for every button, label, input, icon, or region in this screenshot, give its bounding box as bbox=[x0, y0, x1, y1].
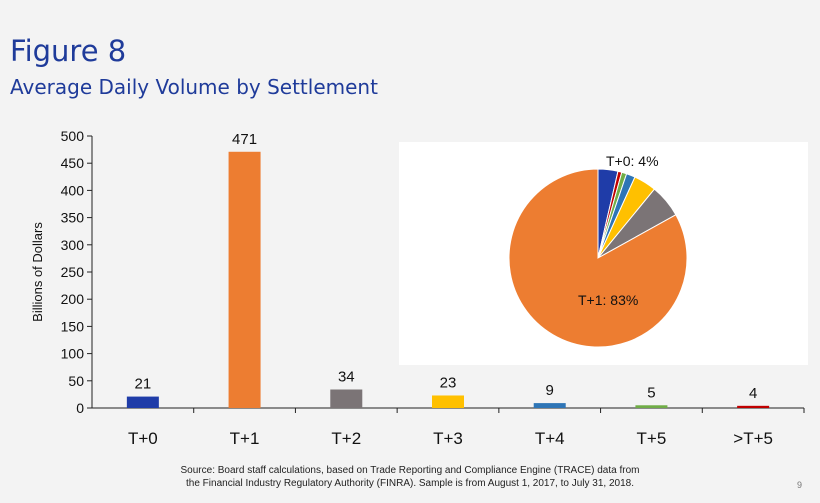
pie-label-t-plus-0: T+0: 4% bbox=[606, 153, 659, 169]
data-label-t-plus-3: 23 bbox=[440, 374, 457, 391]
page-number: 9 bbox=[796, 480, 802, 490]
data-label-t-plus-4: 9 bbox=[546, 382, 554, 399]
source-line-2: the Financial Industry Regulatory Author… bbox=[186, 478, 634, 489]
y-tick-label: 450 bbox=[61, 155, 85, 171]
bars: 21 471 34 23 9 5 4 bbox=[126, 131, 770, 408]
bar-t-plus-1 bbox=[228, 151, 261, 408]
figure-title: Figure 8 bbox=[10, 34, 127, 68]
y-axis: 0 50 100 150 200 250 300 350 400 450 500 bbox=[61, 128, 93, 416]
y-tick-label: 200 bbox=[61, 291, 85, 307]
y-tick-label: 500 bbox=[61, 128, 85, 144]
pie-labels: T+0: 4% T+1: 83% bbox=[578, 153, 659, 308]
x-tick-label-t-plus-4: T+4 bbox=[535, 429, 565, 448]
data-label-t-plus-2: 34 bbox=[338, 369, 355, 386]
source-note: Source: Board staff calculations, based … bbox=[0, 464, 820, 490]
pie-chart bbox=[508, 168, 688, 348]
x-tick-label-t-plus-5: T+5 bbox=[637, 429, 667, 448]
figure-subtitle: Average Daily Volume by Settlement bbox=[10, 75, 378, 99]
x-tick-label-t-plus-3: T+3 bbox=[433, 429, 463, 448]
data-label-t-plus-1: 471 bbox=[232, 131, 257, 148]
pie-label-t-plus-1: T+1: 83% bbox=[578, 292, 638, 308]
y-tick-label: 0 bbox=[76, 400, 84, 416]
x-tick-label-gt-t-plus-5: >T+5 bbox=[733, 429, 773, 448]
x-tick-label-t-plus-1: T+1 bbox=[230, 429, 260, 448]
y-tick-label: 250 bbox=[61, 264, 85, 280]
x-axis: T+0 T+1 T+2 T+3 T+4 T+5 >T+5 bbox=[92, 407, 805, 448]
y-tick-label: 150 bbox=[61, 318, 85, 334]
bar-t-plus-5 bbox=[635, 405, 668, 408]
bar-t-plus-3 bbox=[432, 395, 464, 408]
y-tick-label: 350 bbox=[61, 210, 85, 226]
data-label-t-plus-0: 21 bbox=[135, 376, 152, 393]
x-tick-label-t-plus-0: T+0 bbox=[128, 429, 158, 448]
bar-chart: 0 50 100 150 200 250 300 350 400 450 500 T+0 T+1 T+2… bbox=[30, 128, 808, 448]
y-tick-label: 400 bbox=[61, 182, 85, 198]
bar-t-plus-4 bbox=[533, 403, 566, 408]
data-label-gt-t-plus-5: 4 bbox=[749, 385, 757, 402]
x-tick-label-t-plus-2: T+2 bbox=[331, 429, 361, 448]
bar-gt-t-plus-5 bbox=[737, 405, 770, 408]
y-axis-label: Billions of Dollars bbox=[30, 222, 45, 322]
y-tick-label: 100 bbox=[61, 346, 85, 362]
y-tick-label: 300 bbox=[61, 237, 85, 253]
source-line-1: Source: Board staff calculations, based … bbox=[180, 465, 640, 476]
pie-slice-t-plus-1 bbox=[508, 168, 688, 348]
data-label-t-plus-5: 5 bbox=[647, 384, 655, 401]
bar-t-plus-0 bbox=[126, 396, 159, 408]
y-tick-label: 50 bbox=[68, 373, 84, 389]
bar-t-plus-2 bbox=[330, 389, 363, 408]
